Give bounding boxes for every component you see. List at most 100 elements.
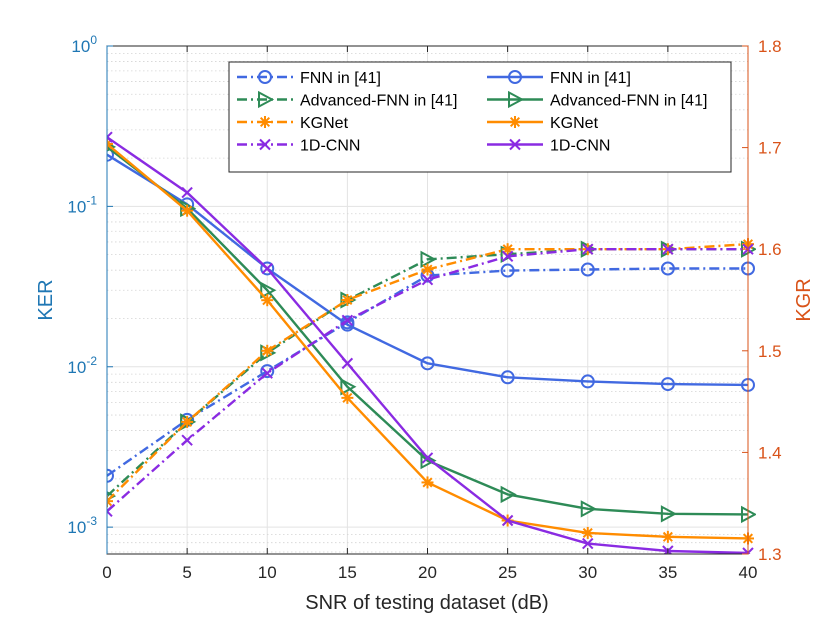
y-right-tick-label: 1.8 xyxy=(758,37,782,56)
legend-item: Advanced-FNN in [41] xyxy=(237,90,457,110)
legend-label: KGNet xyxy=(550,115,599,132)
y-right-tick-label: 1.4 xyxy=(758,443,782,462)
legend-label: Advanced-FNN in [41] xyxy=(300,93,457,110)
axes: 0 5 10 15 20 25 30 35 40 10-3 10-2 10-1 100 1.3 1.4 1.5… xyxy=(67,33,781,582)
y-right-tick-label: 1.7 xyxy=(758,139,782,158)
y-right-tick-label: 1.3 xyxy=(758,545,782,564)
legend-item: FNN in [41] xyxy=(237,70,381,87)
legend-item: KGNet xyxy=(487,115,599,132)
data-point xyxy=(421,263,434,276)
series-6 xyxy=(107,243,754,518)
series-line xyxy=(107,247,748,513)
x-tick-label: 10 xyxy=(258,563,277,582)
legend-marker xyxy=(258,90,275,109)
legend-item: FNN in [41] xyxy=(487,70,631,87)
legend-label: FNN in [41] xyxy=(550,70,631,87)
series-layer xyxy=(107,131,756,554)
x-tick-label: 25 xyxy=(498,563,517,582)
data-point xyxy=(500,485,517,504)
legend-marker xyxy=(258,70,272,84)
legend-marker xyxy=(259,138,271,151)
legend-label: 1D-CNN xyxy=(300,138,360,155)
series-5 xyxy=(107,137,754,545)
legend-marker xyxy=(508,70,522,84)
data-point xyxy=(261,367,273,379)
y-axis-right-title: KGR xyxy=(793,278,815,321)
data-point xyxy=(340,378,357,396)
x-tick-label: 5 xyxy=(182,563,191,582)
x-tick-label: 20 xyxy=(418,563,437,582)
data-point xyxy=(660,505,677,523)
legend: FNN in [41] FNN in [41] Advanced-FNN in [4… xyxy=(228,61,732,173)
data-point xyxy=(260,281,277,299)
data-point xyxy=(181,434,193,446)
data-point xyxy=(341,294,354,306)
data-point xyxy=(107,131,113,143)
data-point xyxy=(260,364,275,379)
series-line xyxy=(107,153,749,387)
data-point xyxy=(421,476,434,489)
axis-labels: SNR of testing dataset (dB) KER KGR xyxy=(35,278,815,614)
y-left-tick-label: 10-2 xyxy=(67,354,97,377)
data-point xyxy=(107,468,114,483)
legend-label: FNN in [41] xyxy=(300,70,381,87)
data-point xyxy=(261,262,273,275)
y-right-tick-label: 1.5 xyxy=(758,342,782,361)
x-tick-label: 40 xyxy=(739,563,758,582)
data-point xyxy=(582,243,594,255)
legend-label: KGNet xyxy=(300,115,349,132)
data-point xyxy=(341,314,354,327)
y-left-tick-label: 100 xyxy=(71,33,97,56)
data-point xyxy=(107,147,114,162)
data-point xyxy=(501,250,514,263)
data-point xyxy=(181,186,193,199)
data-point xyxy=(500,263,515,278)
data-point xyxy=(500,370,515,385)
data-point xyxy=(341,357,354,370)
legend-marker xyxy=(259,116,271,128)
data-point xyxy=(661,530,674,543)
data-point xyxy=(582,537,594,550)
legend-item: KGNet xyxy=(237,115,349,132)
data-point xyxy=(107,495,113,508)
data-point xyxy=(580,374,595,389)
data-point xyxy=(181,204,194,217)
legend-item: 1D-CNN xyxy=(237,138,360,155)
legend-marker xyxy=(509,138,521,151)
y-right-tick-label: 1.6 xyxy=(758,240,782,259)
x-tick-label: 15 xyxy=(338,563,357,582)
legend-marker xyxy=(508,90,525,109)
data-point xyxy=(260,261,275,276)
data-point xyxy=(261,344,274,357)
legend-item: Advanced-FNN in [41] xyxy=(487,90,707,110)
data-point xyxy=(580,500,597,518)
legend-marker xyxy=(509,116,521,128)
series-line xyxy=(107,267,748,477)
x-axis-title: SNR of testing dataset (dB) xyxy=(305,592,548,614)
data-point xyxy=(420,356,435,371)
series-line xyxy=(107,145,749,516)
data-point xyxy=(420,250,437,269)
data-point xyxy=(581,526,594,539)
data-point xyxy=(107,505,113,518)
data-point xyxy=(501,514,514,527)
data-point xyxy=(341,391,354,404)
legend-label: Advanced-FNN in [41] xyxy=(550,93,707,110)
data-point xyxy=(660,261,675,276)
y-axis-left-title: KER xyxy=(35,279,57,320)
data-point xyxy=(580,262,595,277)
data-point xyxy=(660,377,675,392)
data-point xyxy=(421,273,434,286)
y-left-tick-label: 10-3 xyxy=(67,514,97,537)
data-point xyxy=(662,243,674,255)
data-point xyxy=(261,294,274,307)
series-1 xyxy=(107,147,755,392)
y-left-tick-label: 10-1 xyxy=(67,193,97,216)
data-point xyxy=(421,452,434,464)
legend-label: 1D-CNN xyxy=(550,138,610,155)
x-tick-label: 30 xyxy=(578,563,597,582)
x-tick-label: 0 xyxy=(102,563,111,582)
legend-item: 1D-CNN xyxy=(487,138,610,155)
legend-box xyxy=(228,61,732,173)
